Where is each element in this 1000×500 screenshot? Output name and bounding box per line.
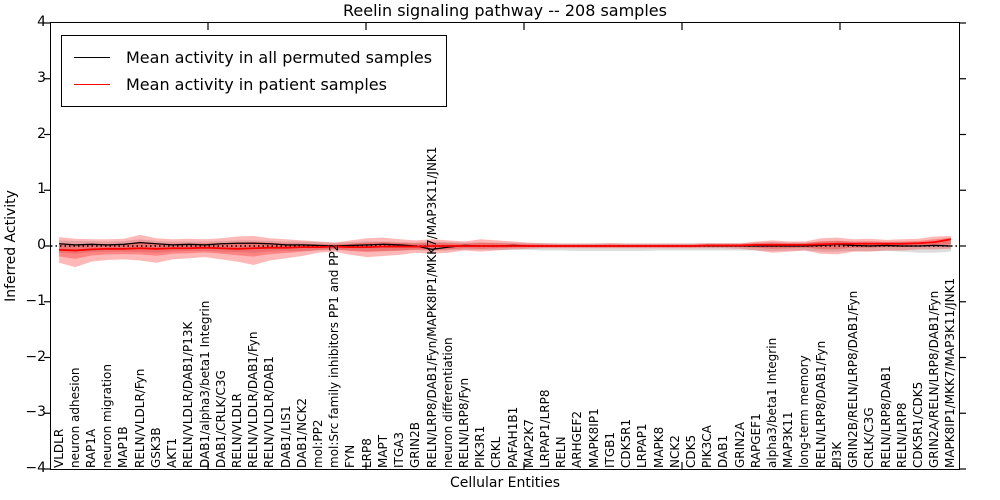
patient-band-area	[59, 234, 951, 268]
x-tick-label: CDK5	[683, 434, 698, 468]
x-tick-label: RELN	[554, 436, 569, 468]
y-tick-label: −3	[25, 404, 46, 421]
permuted-line-swatch	[74, 57, 110, 58]
patient-line-swatch	[74, 84, 110, 85]
x-tick-label: RELN/VLDLR/DAB1/P13K	[181, 321, 196, 468]
x-tick-label: MAPT	[375, 434, 390, 468]
y-tick-label: 1	[37, 181, 46, 198]
patient-mean-line	[59, 238, 952, 252]
x-tick-label: RELN/LRP8/DAB1	[878, 365, 893, 468]
legend-label: Mean activity in patient samples	[126, 75, 387, 94]
x-tick-label: MAP3K11	[781, 411, 796, 468]
x-tick-label: neuron differentiation	[440, 337, 455, 468]
x-tick-label: FYN	[343, 444, 358, 468]
x-tick-label: PIK3CA	[700, 425, 715, 468]
x-tick-label: RAP1A	[84, 428, 99, 468]
x-tick-label: RELN/LRP8/DAB1/Fyn	[813, 340, 828, 468]
x-tick-label: MAP1B	[116, 426, 131, 468]
x-tick-label: mol:PP2	[311, 419, 326, 468]
x-tick-label: VLDLR	[51, 428, 66, 468]
x-tick-label: CDK5R1	[619, 418, 634, 468]
x-tick-label: PAFAH1B1	[505, 406, 520, 468]
x-tick-label: RELN/VLDLR/Fyn	[132, 368, 147, 468]
x-tick-label: ITGA3	[392, 431, 407, 468]
x-tick-label: RAPGEF1	[748, 413, 763, 468]
x-tick-label: AKT1	[165, 437, 180, 468]
x-tick-label: DAB1/CRLK/C3G	[213, 370, 228, 468]
x-tick-label: alpha3/beta1 Integrin	[765, 337, 780, 468]
x-tick-label: neuron migration	[100, 364, 115, 468]
y-tick-label: −2	[25, 348, 46, 365]
x-tick-label: DAB1/NCK2	[294, 397, 309, 468]
y-tick-label: 4	[37, 14, 46, 30]
x-tick-label: PI3K	[829, 441, 844, 468]
x-tick-label: LRPAP1/LRP8	[538, 389, 553, 468]
y-tick-label: 2	[37, 125, 46, 142]
chart-title: Reelin signaling pathway -- 208 samples	[343, 1, 667, 20]
x-tick-label: MAPK8IP1	[586, 408, 601, 468]
x-tick-label: CRKL	[489, 436, 504, 468]
x-tick-label: NCK2	[667, 435, 682, 468]
x-tick-label: RELN/VLDLR/DAB1/Fyn	[246, 331, 261, 468]
x-tick-label: CDK5R1/CDK5	[910, 381, 925, 468]
plot-area: VLDLR neuron adhesion RAP1A neuron migratio…	[44, 22, 966, 470]
x-tick-label: mol:Src family inhibitors PP1 and PP2	[327, 243, 342, 468]
x-tick-label: RELN/LRP8/DAB1/Fyn/MAPK8IP1/MKK7/MAP3K11…	[424, 146, 439, 468]
x-tick-label: DAB1/alpha3/beta1 Integrin	[197, 300, 212, 468]
x-tick-label: RELN/LRP8/Fyn	[456, 377, 471, 468]
x-tick-label: ARHGEF2	[570, 411, 585, 468]
x-tick-label: CRLK/C3G	[862, 407, 877, 468]
x-tick-label: MAPK8IP1/MKK7/MAP3K11/JNK1	[943, 277, 958, 468]
legend: Mean activity in all permuted samples Me…	[61, 35, 448, 107]
x-tick-label: long-term memory	[797, 355, 812, 468]
x-tick-label: GSK3B	[148, 427, 163, 468]
y-tick-label: −4	[25, 460, 46, 476]
legend-label: Mean activity in all permuted samples	[126, 48, 433, 67]
x-axis-label: Cellular Entities	[449, 475, 561, 491]
legend-entry-patient: Mean activity in patient samples	[74, 71, 432, 98]
x-tick-label: GRIN2A	[732, 422, 747, 468]
chart-canvas	[44, 22, 966, 470]
x-tick-label: DAB1	[716, 434, 731, 468]
x-tick-label: GRIN2A/RELN/LRP8/DAB1/Fyn	[927, 290, 942, 468]
x-tick-label: neuron adhesion	[67, 367, 82, 468]
y-tick-label: 3	[37, 69, 46, 86]
x-tick-label: MAP2K7	[521, 419, 536, 468]
x-tick-label: RELN/VLDLR	[229, 393, 244, 468]
y-tick-label: 0	[37, 237, 46, 253]
x-tick-label: DAB1/LIS1	[278, 405, 293, 468]
x-tick-label: GRIN2B	[408, 421, 423, 468]
x-tick-label: GRIN2B/RELN/LRP8/DAB1/Fyn	[846, 290, 861, 468]
x-tick-label: LRP8	[359, 438, 374, 468]
x-tick-label: LRPAP1	[635, 423, 650, 468]
x-tick-label: ITGB1	[602, 431, 617, 468]
x-tick-label: RELN/LRP8	[894, 402, 909, 468]
legend-entry-permuted: Mean activity in all permuted samples	[74, 44, 432, 71]
x-tick-label: RELN/VLDLR/DAB1	[262, 356, 277, 468]
x-tick-label: MAPK8	[651, 426, 666, 468]
y-tick-label: −1	[25, 292, 46, 309]
x-tick-label: PIK3R1	[473, 425, 488, 468]
